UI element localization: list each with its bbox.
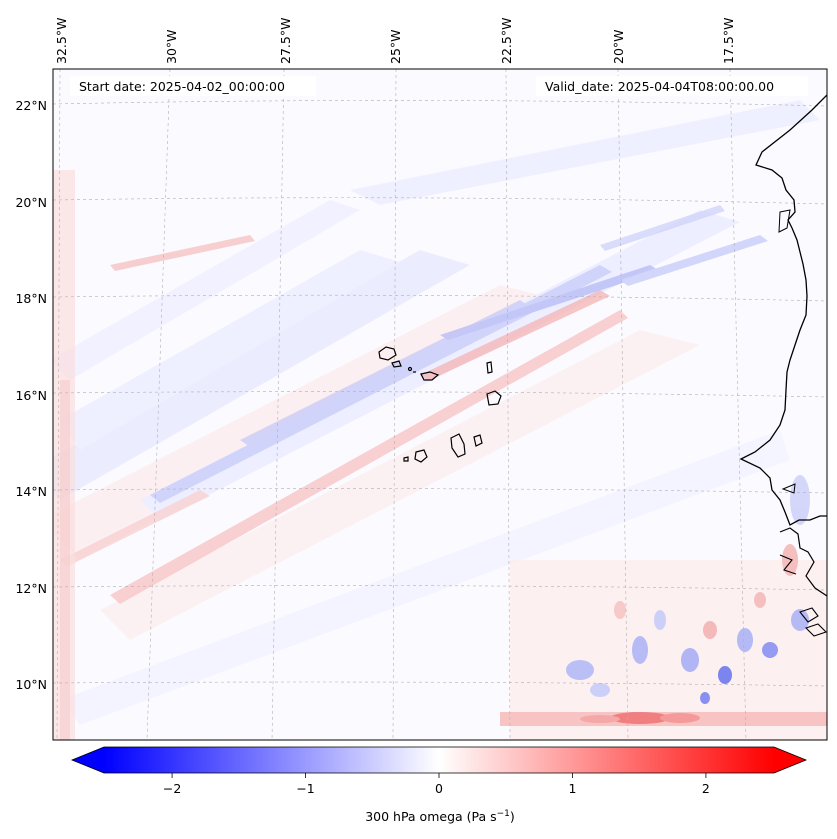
lat-label: 14°N	[15, 484, 47, 499]
gridlines	[53, 69, 827, 740]
map-panel[interactable]: Start date: 2025-04-02_00:00:00 Valid_da…	[30, 68, 828, 741]
lon-label: 27.5°W	[278, 18, 293, 64]
lon-label: 32.5°W	[54, 18, 69, 64]
island-sao-vicente	[391, 360, 402, 368]
colorbar-outline	[70, 746, 808, 774]
island-small-1	[799, 607, 819, 623]
map-frame	[52, 68, 828, 741]
coastline-africa	[739, 94, 827, 526]
lat-label: 12°N	[15, 581, 47, 596]
colorbar-label: 300 hPa omega (Pa s−1)	[365, 809, 515, 824]
coastline-gambia	[781, 483, 796, 494]
colorbar-tick-label: −1	[296, 781, 314, 796]
island-brava	[403, 456, 409, 462]
lon-label: 17.5°W	[721, 18, 736, 64]
colorbar-label-close: )	[510, 809, 515, 824]
colorbar-label-exponent: −1	[497, 809, 510, 819]
colorbar-gradient	[104, 747, 774, 773]
lon-label: 20°W	[611, 29, 626, 64]
lat-label: 22°N	[15, 98, 47, 113]
colorbar: −2 −1 0 1 2 300 hPa omega (Pa s−1)	[70, 746, 808, 824]
coastline-detail	[778, 209, 791, 233]
island-sao-nicolau	[420, 371, 440, 381]
coastline-bissagos	[779, 554, 797, 575]
lon-label: 22.5°W	[499, 18, 514, 64]
island-santa-luzia	[407, 366, 413, 372]
lon-label: 25°W	[388, 29, 403, 64]
colorbar-tick-label: 1	[568, 781, 576, 796]
island-boa-vista	[486, 390, 502, 406]
coastline-guinea	[779, 527, 827, 597]
colorbar-extend-high	[774, 747, 806, 773]
island-santo-antao	[378, 346, 397, 361]
island-santiago	[450, 433, 466, 458]
lat-label: 20°N	[15, 195, 47, 210]
lat-label: 18°N	[15, 291, 47, 306]
island-small-2	[804, 623, 827, 637]
lat-label: 10°N	[15, 677, 47, 692]
island-sal	[486, 361, 493, 374]
valid-date-text: Valid_date: 2025-04-04T08:00:00.00	[545, 79, 774, 94]
colorbar-tick-label: 2	[702, 781, 710, 796]
colorbar-extend-low	[72, 747, 104, 773]
colorbar-tick-label: −2	[163, 781, 181, 796]
info-header: Start date: 2025-04-02_00:00:00 Valid_da…	[70, 76, 808, 96]
cape-verde-islands	[378, 346, 502, 463]
latitude-labels: 22°N 20°N 18°N 16°N 14°N 12°N 10°N	[15, 98, 47, 692]
start-date-text: Start date: 2025-04-02_00:00:00	[79, 79, 285, 94]
island-fogo	[414, 449, 428, 463]
longitude-labels: 32.5°W 30°W 27.5°W 25°W 22.5°W 20°W 17.5…	[54, 18, 736, 64]
colorbar-tick-label: 0	[435, 781, 443, 796]
lat-label: 16°N	[15, 388, 47, 403]
colorbar-ticks: −2 −1 0 1 2	[163, 773, 710, 796]
colorbar-label-text: 300 hPa omega (Pa s	[365, 809, 496, 824]
omega-field	[53, 69, 827, 740]
island-maio	[473, 434, 483, 447]
lon-label: 30°W	[164, 29, 179, 64]
